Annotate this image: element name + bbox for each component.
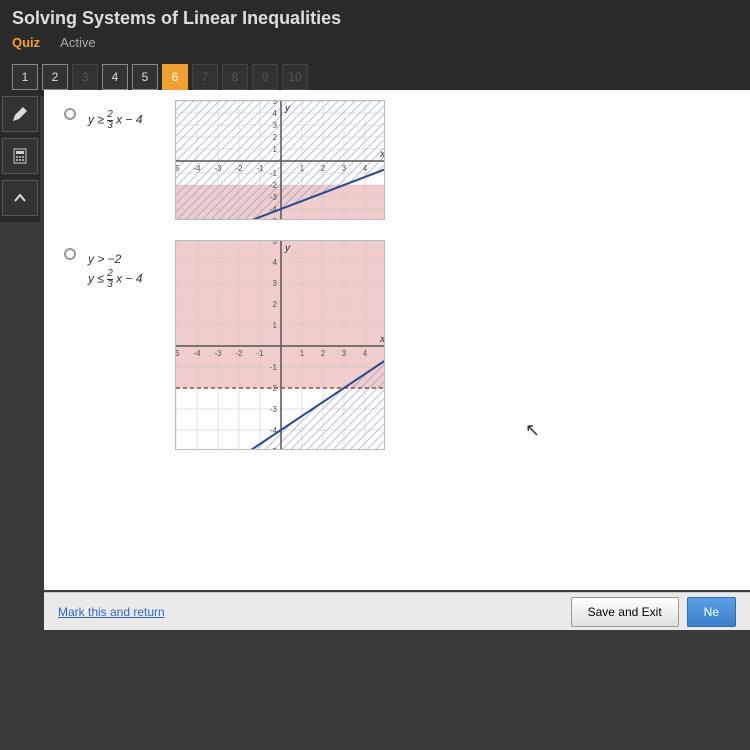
answer-option: y > −2y ≤ 23 x − 4-5-4-3-2-112345-5-4-3-…	[64, 240, 730, 450]
page-title: Solving Systems of Linear Inequalities	[12, 8, 738, 29]
calculator-icon[interactable]	[2, 138, 38, 174]
svg-text:-3: -3	[270, 193, 278, 202]
question-num-8[interactable]: 8	[222, 64, 248, 90]
svg-text:x: x	[379, 149, 385, 160]
pencil-icon[interactable]	[2, 96, 38, 132]
svg-text:-5: -5	[270, 447, 278, 450]
svg-text:3: 3	[273, 279, 278, 288]
question-num-5[interactable]: 5	[132, 64, 158, 90]
footer-buttons: Save and Exit Ne	[571, 597, 736, 627]
svg-text:-3: -3	[270, 405, 278, 414]
svg-text:5: 5	[384, 164, 385, 173]
svg-text:2: 2	[321, 349, 326, 358]
question-num-9[interactable]: 9	[252, 64, 278, 90]
svg-text:4: 4	[363, 164, 368, 173]
tab-quiz[interactable]: Quiz	[12, 35, 40, 50]
svg-text:3: 3	[342, 164, 347, 173]
save-exit-button[interactable]: Save and Exit	[571, 597, 679, 627]
content-area: y ≥ 23 x − 4 -5 -4 -3 -2 -1 1 2 3 4 5 -5 -4 -3 -2 -1 1 2 3…	[44, 90, 750, 590]
question-num-6[interactable]: 6	[162, 64, 188, 90]
question-num-10[interactable]: 10	[282, 64, 308, 90]
question-num-1[interactable]: 1	[12, 64, 38, 90]
header: Solving Systems of Linear Inequalities Q…	[0, 0, 750, 58]
radio-button[interactable]	[64, 248, 76, 260]
svg-text:-2: -2	[235, 164, 243, 173]
collapse-icon[interactable]	[2, 180, 38, 216]
svg-text:1: 1	[273, 321, 278, 330]
svg-text:1: 1	[300, 164, 305, 173]
svg-text:4: 4	[273, 258, 278, 267]
inequality-label: y > −2y ≤ 23 x − 4	[88, 240, 163, 290]
svg-text:-3: -3	[214, 349, 222, 358]
footer: Mark this and return Save and Exit Ne	[44, 592, 750, 630]
svg-text:-4: -4	[193, 164, 201, 173]
svg-text:-5: -5	[270, 217, 278, 220]
svg-text:-1: -1	[256, 164, 264, 173]
svg-text:-2: -2	[270, 181, 278, 190]
svg-text:y: y	[284, 103, 291, 114]
svg-text:-3: -3	[214, 164, 222, 173]
question-num-3[interactable]: 3	[72, 64, 98, 90]
svg-text:2: 2	[321, 164, 326, 173]
svg-text:-1: -1	[270, 363, 278, 372]
svg-text:-5: -5	[175, 164, 180, 173]
svg-text:-1: -1	[256, 349, 264, 358]
svg-text:5: 5	[273, 240, 278, 246]
tab-active[interactable]: Active	[60, 35, 95, 50]
sidebar	[0, 90, 40, 222]
svg-text:x: x	[379, 334, 385, 345]
svg-text:-2: -2	[235, 349, 243, 358]
inequality-label: y ≥ 23 x − 4	[88, 100, 163, 131]
tab-row: Quiz Active	[12, 35, 738, 50]
question-num-2[interactable]: 2	[42, 64, 68, 90]
svg-text:5: 5	[273, 100, 278, 106]
radio-button[interactable]	[64, 108, 76, 120]
svg-text:4: 4	[363, 349, 368, 358]
answer-option: y ≥ 23 x − 4-5-4-3-2-112345-5-4-3-2-1123…	[64, 100, 730, 220]
svg-text:5: 5	[384, 349, 385, 358]
svg-text:1: 1	[273, 145, 278, 154]
graph: -5-4-3-2-112345-5-4-3-2-112345xy	[175, 100, 385, 220]
svg-text:1: 1	[300, 349, 305, 358]
question-num-4[interactable]: 4	[102, 64, 128, 90]
next-button[interactable]: Ne	[687, 597, 736, 627]
svg-text:y: y	[284, 243, 291, 254]
mark-return-link[interactable]: Mark this and return	[58, 605, 165, 619]
svg-text:-1: -1	[270, 169, 278, 178]
svg-text:-4: -4	[193, 349, 201, 358]
svg-text:3: 3	[342, 349, 347, 358]
svg-text:-5: -5	[175, 349, 180, 358]
svg-text:3: 3	[273, 121, 278, 130]
svg-text:2: 2	[273, 133, 278, 142]
svg-text:2: 2	[273, 300, 278, 309]
svg-text:4: 4	[273, 109, 278, 118]
question-num-7[interactable]: 7	[192, 64, 218, 90]
graph: -5-4-3-2-112345-5-4-3-2-112345xy	[175, 240, 385, 450]
